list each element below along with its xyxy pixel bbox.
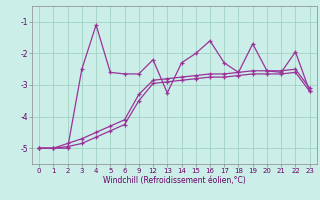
X-axis label: Windchill (Refroidissement éolien,°C): Windchill (Refroidissement éolien,°C) xyxy=(103,176,246,185)
